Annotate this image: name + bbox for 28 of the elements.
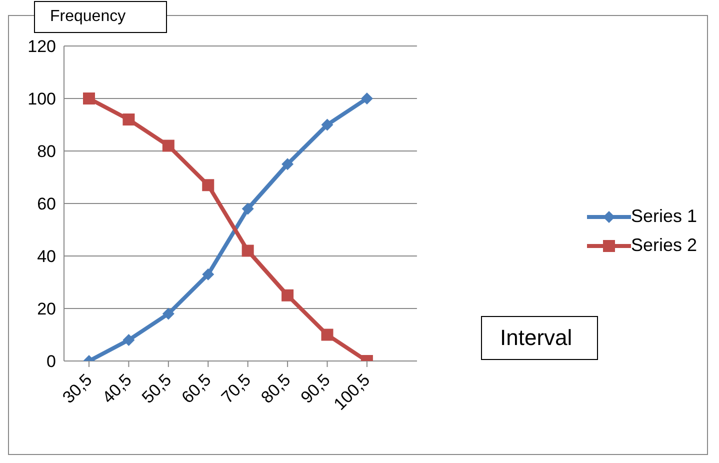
y-tick-label: 100 [28,90,56,109]
point [242,202,254,215]
point [162,140,174,152]
point [321,328,334,341]
y-tick-label: 40 [37,247,56,266]
point [360,92,373,104]
point [83,92,95,104]
x-axis-title: Interval [481,316,598,360]
legend-label: Series 2 [630,235,697,256]
point [162,308,174,320]
legend-label: Series 1 [630,206,697,227]
y-tick-label: 60 [37,194,56,214]
point [202,179,214,192]
x-tick-label: 60,5 [178,370,215,408]
y-tick-label: 120 [28,37,56,56]
x-tick-label: 70,5 [218,370,255,408]
point [122,114,135,126]
point [242,244,254,257]
x-tick-label: 40,5 [98,370,136,408]
y-axis-title: Frequency [34,1,167,33]
point [122,334,135,346]
point [282,158,294,170]
point [321,118,334,131]
y-tick-label: 20 [37,300,56,319]
point [202,268,214,280]
point [282,289,294,302]
y-tick-label: 0 [46,352,56,372]
y-tick-label: 80 [37,142,56,162]
